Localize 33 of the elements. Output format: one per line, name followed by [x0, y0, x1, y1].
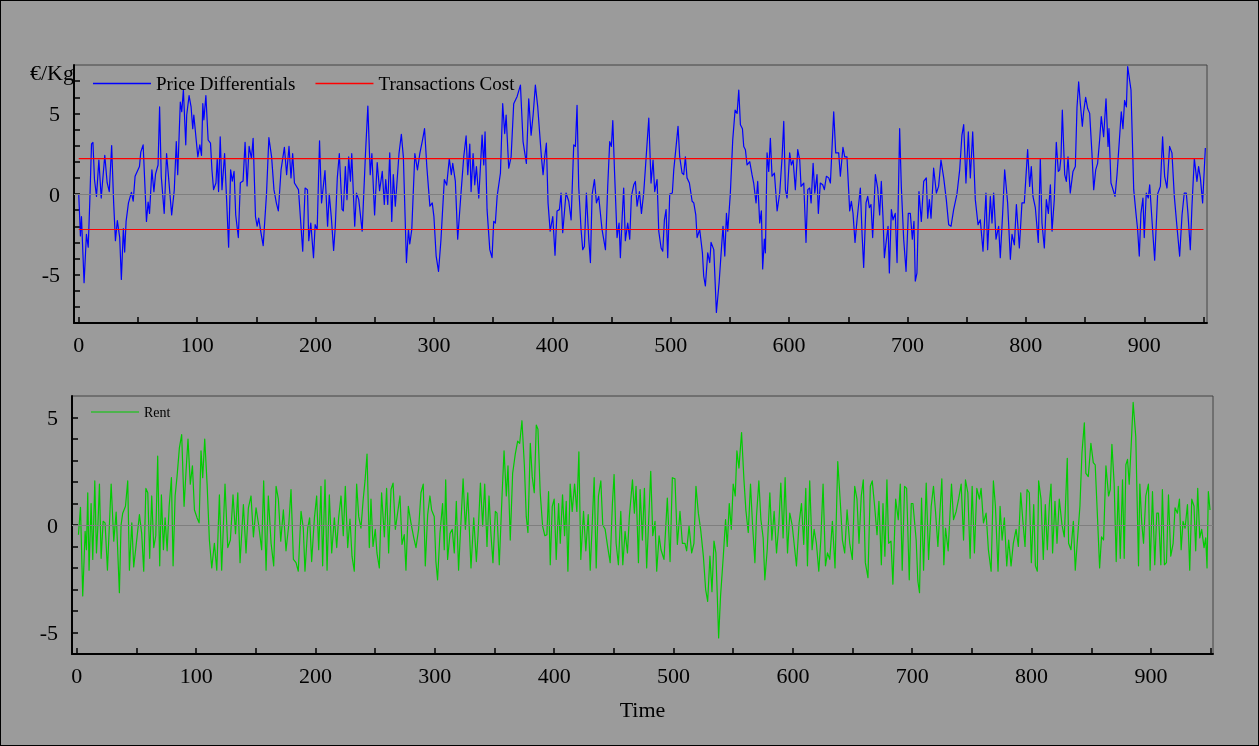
- y-tick-label: -5: [41, 262, 60, 288]
- x-tick-label: 100: [180, 331, 214, 357]
- x-tick-label: 300: [418, 662, 452, 688]
- legend-label: Rent: [144, 404, 171, 420]
- x-tick-label: 900: [1127, 331, 1161, 357]
- y-axis-title: €/Kg: [30, 59, 74, 85]
- x-tick-label: 200: [298, 662, 332, 688]
- line-series: [78, 66, 1206, 314]
- x-tick-label: 400: [537, 662, 571, 688]
- x-tick-label: 700: [895, 662, 929, 688]
- legend-label: Transactions Cost: [378, 73, 516, 94]
- x-tick-label: 600: [776, 662, 810, 688]
- x-tick-label: 800: [1009, 331, 1043, 357]
- legend-label: Price Differentials: [156, 73, 296, 94]
- x-tick-label: 800: [1015, 662, 1049, 688]
- x-tick-label: 0: [73, 331, 85, 357]
- x-tick-label: 900: [1134, 662, 1168, 688]
- x-tick-label: 100: [179, 662, 213, 688]
- x-tick-label: 0: [71, 662, 83, 688]
- x-tick-label: 300: [417, 331, 451, 357]
- y-tick-label: 5: [47, 405, 58, 430]
- y-tick-label: 5: [49, 100, 60, 126]
- y-tick-label: -5: [39, 620, 58, 645]
- x-axis-title: Time: [619, 696, 666, 722]
- x-tick-label: 500: [657, 662, 691, 688]
- x-tick-label: 500: [654, 331, 688, 357]
- y-tick-label: 0: [47, 512, 58, 538]
- x-tick-label: 400: [535, 331, 569, 357]
- x-tick-label: 600: [772, 331, 806, 357]
- y-tick-label: 0: [49, 181, 60, 207]
- x-tick-label: 700: [890, 331, 924, 357]
- line-series: [77, 401, 1211, 639]
- x-tick-label: 200: [299, 331, 333, 357]
